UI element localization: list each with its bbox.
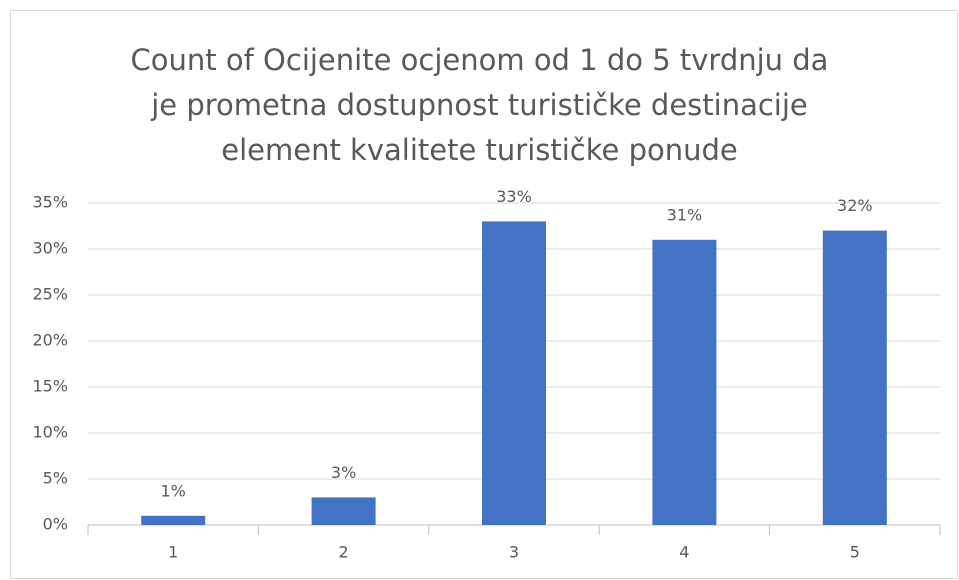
y-tick-label: 0% [43, 515, 68, 534]
y-tick-label: 30% [32, 239, 68, 258]
x-tick-label: 5 [850, 543, 860, 562]
bar [141, 515, 206, 525]
bar [482, 221, 546, 525]
data-label: 32% [837, 196, 873, 215]
data-label: 31% [667, 205, 703, 224]
data-label: 1% [161, 481, 186, 500]
x-tick-label: 1 [168, 543, 178, 562]
x-tick-label: 4 [679, 543, 689, 562]
bar [822, 230, 887, 525]
chart-border [10, 10, 958, 579]
chart-title: Count of Ocijenite ocjenom od 1 do 5 tvr… [130, 43, 829, 167]
y-tick-label: 35% [32, 193, 68, 212]
bar [652, 239, 717, 526]
y-tick-label: 15% [32, 377, 68, 396]
bar [311, 497, 376, 525]
y-tick-label: 10% [32, 423, 68, 442]
x-tick-label: 2 [339, 543, 349, 562]
y-tick-label: 5% [43, 469, 68, 488]
y-tick-label: 25% [32, 285, 68, 304]
data-label: 33% [496, 187, 532, 206]
x-tick-label: 3 [509, 543, 519, 562]
data-label: 3% [331, 463, 356, 482]
y-tick-label: 20% [32, 331, 68, 350]
